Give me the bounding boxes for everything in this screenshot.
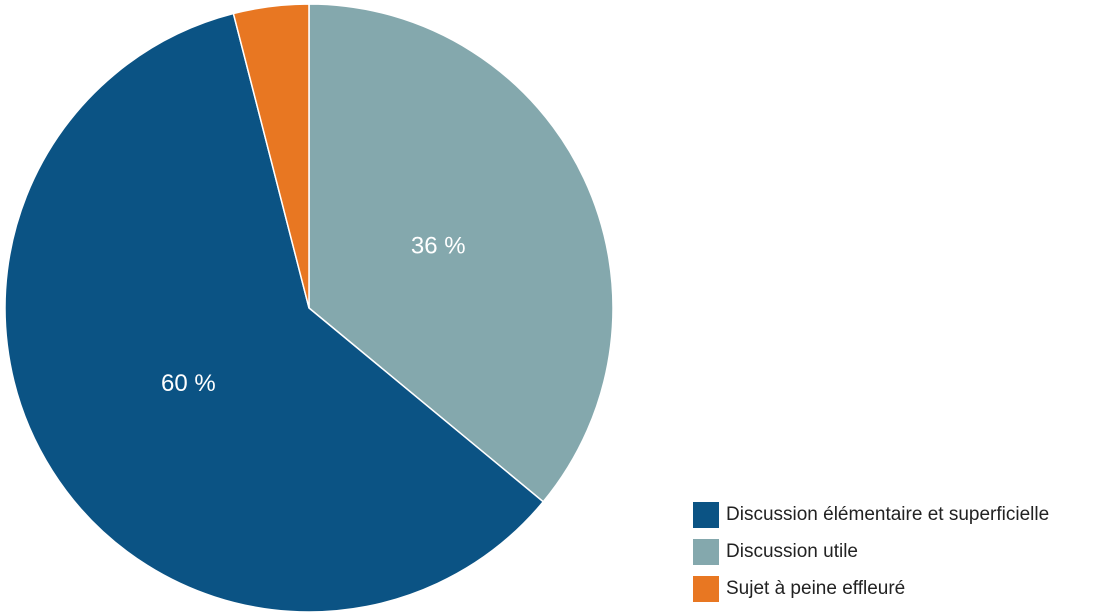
legend-label: Discussion élémentaire et superficielle xyxy=(726,504,1049,525)
legend-label: Sujet à peine effleuré xyxy=(726,578,905,599)
legend-swatch xyxy=(693,576,719,602)
slice-label: 60 % xyxy=(161,370,216,397)
pie-slice xyxy=(308,3,614,503)
pie-slice xyxy=(4,12,545,613)
pie-slice xyxy=(232,3,310,309)
slice-label: 36 % xyxy=(411,233,466,260)
legend-swatch xyxy=(693,502,719,528)
legend-label: Discussion utile xyxy=(726,541,858,562)
legend-swatch xyxy=(693,539,719,565)
